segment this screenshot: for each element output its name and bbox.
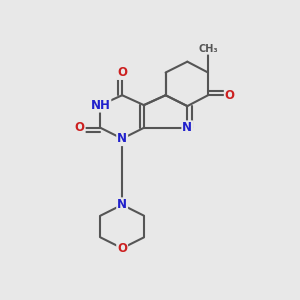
Text: NH: NH [91,99,110,112]
Text: N: N [117,198,127,211]
Text: O: O [117,66,127,79]
Text: O: O [117,242,127,255]
Text: O: O [75,121,85,134]
Text: O: O [225,89,235,102]
Text: N: N [117,132,127,145]
Text: N: N [182,121,192,134]
Text: CH₃: CH₃ [198,44,218,54]
